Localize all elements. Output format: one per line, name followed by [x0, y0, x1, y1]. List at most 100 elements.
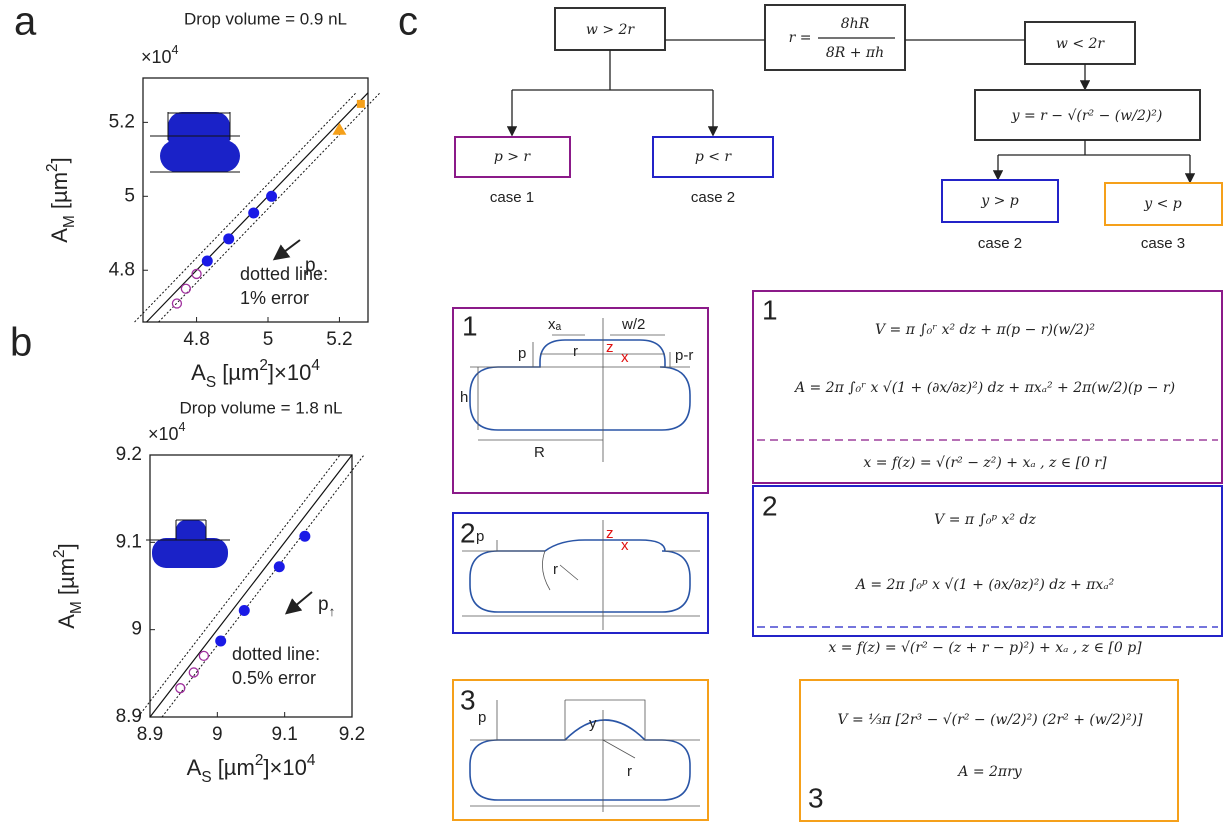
annotation: p↑ [318, 594, 335, 619]
case-label: case 3 [1141, 235, 1185, 252]
node: 8hR [841, 16, 870, 32]
point [172, 299, 181, 308]
equation: A = 2π ∫₀ᵖ x √(1 + (∂x/∂z)²) dz + πxₐ² [854, 577, 1115, 593]
diagram-label: p [478, 709, 486, 726]
inset-drop [146, 520, 230, 568]
x-axis-label-part: S [206, 374, 216, 391]
y-axis-label-part: M [61, 215, 78, 228]
x-axis-label-part: 4 [307, 752, 316, 769]
x-axis-label-part: ]×10 [263, 755, 306, 780]
point [332, 123, 346, 135]
y-axis-label-part: ] [47, 157, 72, 163]
chart-title: Drop volume = 0.9 nL [184, 9, 347, 28]
y-axis-label-part: [µm [54, 558, 79, 601]
y-tick-label: 9.1 [116, 531, 142, 552]
diagram-label: p [518, 345, 526, 362]
y-tick-label: 5.2 [109, 111, 135, 132]
diagram-label: z [606, 525, 614, 542]
case-number: 1 [762, 294, 778, 325]
y-axis-label-part: A [54, 614, 79, 629]
node: w > 2r [586, 22, 636, 38]
x-axis-label-part: S [201, 769, 211, 786]
x-tick-label: 4.8 [183, 329, 209, 350]
x-axis-label-part: A [187, 755, 202, 780]
case-label: case 2 [691, 189, 735, 206]
diagram-label: xₐ [548, 316, 562, 333]
node: y < p [1143, 196, 1182, 212]
x-tick-label: 5.2 [326, 329, 352, 350]
point [176, 684, 185, 693]
case-label: case 2 [978, 235, 1022, 252]
x-axis-label: AS [µm2]×104 [187, 752, 316, 786]
case-equations: V = ⅓π [2r³ − √(r² − (w/2)²) (2r² + (w/2… [800, 680, 1178, 821]
point [215, 636, 226, 647]
point [274, 561, 285, 572]
diagram-label: R [534, 444, 545, 461]
diagram-label: x [621, 349, 629, 366]
case-diagram: 3 p y r [453, 680, 708, 820]
node: w < 2r [1056, 36, 1106, 52]
case-number: 3 [808, 782, 824, 813]
y-axis-label-part: 2 [51, 549, 68, 558]
trend-arrow [276, 240, 300, 258]
annotation: dotted line: [232, 644, 320, 664]
axis-multiplier-part: ×10 [141, 47, 172, 67]
case-number: 1 [462, 310, 478, 341]
x-tick-label: 8.9 [137, 724, 163, 745]
axis-multiplier-part: 4 [179, 420, 186, 434]
diagram-label: p-r [675, 347, 693, 364]
x-axis-label-part: [µm [216, 360, 259, 385]
panel-label: a [14, 0, 37, 44]
figure: a b c w > 2r r = 8hR 8R + πh w < 2r y = … [0, 0, 1224, 822]
annotation-part: ↑ [329, 604, 336, 619]
y-tick-label: 9.2 [116, 444, 142, 465]
equation: V = π ∫₀ʳ x² dz + π(p − r)(w/2)² [875, 322, 1095, 338]
y-axis-label: AM [µm2] [51, 543, 85, 628]
y-tick-label: 5 [124, 185, 135, 206]
y-tick-label: 9 [131, 619, 142, 640]
equation: V = ⅓π [2r³ − √(r² − (w/2)²) (2r² + (w/2… [837, 712, 1143, 728]
y-axis-label: AM [µm2] [44, 157, 78, 242]
x-tick-label: 9 [212, 724, 223, 745]
diagram-label: h [460, 389, 468, 406]
axis-multiplier-part: ×10 [148, 424, 179, 444]
equation: V = π ∫₀ᵖ x² dz [934, 512, 1036, 528]
case-number: 3 [460, 684, 476, 715]
equation: A = 2πry [956, 764, 1023, 780]
case-number: 2 [762, 490, 778, 521]
point [202, 256, 213, 267]
x-axis-label-part: 2 [255, 752, 264, 769]
point [181, 284, 190, 293]
node: y = r − √(r² − (w/2)²) [1011, 108, 1163, 124]
diagram-label: r [573, 343, 578, 360]
diagram-label: y [589, 715, 597, 732]
point [357, 100, 365, 108]
y-tick-label: 4.8 [109, 259, 135, 280]
annotation: dotted line: [240, 264, 328, 284]
x-tick-label: 9.1 [271, 724, 297, 745]
diagram-label: z [606, 339, 614, 356]
case-number: 2 [460, 517, 476, 548]
annotation-part: p [318, 594, 329, 615]
case-label: case 1 [490, 189, 534, 206]
x-axis-label: AS [µm2]×104 [191, 357, 320, 391]
axis-multiplier: ×104 [148, 420, 186, 443]
point [299, 531, 310, 542]
x-axis-label-part: 2 [259, 357, 268, 374]
case-equations: 1 V = π ∫₀ʳ x² dz + π(p − r)(w/2)² A = 2… [753, 291, 1222, 483]
case-equations: 2 V = π ∫₀ᵖ x² dz A = 2π ∫₀ᵖ x √(1 + (∂x… [753, 486, 1222, 656]
annotation: 0.5% error [232, 668, 316, 688]
equation: x = f(z) = √(r² − z²) + xₐ , z ∈ [0 r] [863, 455, 1107, 471]
chart-title: Drop volume = 1.8 nL [179, 398, 342, 417]
equation: A = 2π ∫₀ʳ x √(1 + (∂x/∂z)²) dz + πxₐ² +… [793, 380, 1175, 396]
x-axis-label-part: 4 [311, 357, 320, 374]
diagram-label: r [627, 763, 632, 780]
node: p > r [494, 149, 532, 165]
node: 8R + πh [826, 45, 884, 61]
node: p < r [695, 149, 733, 165]
y-axis-label-part: A [47, 228, 72, 243]
y-axis-label-part: M [68, 601, 85, 614]
diagram-label: r [553, 561, 558, 578]
panel-label: c [398, 0, 418, 44]
x-axis-label-part: A [191, 360, 206, 385]
